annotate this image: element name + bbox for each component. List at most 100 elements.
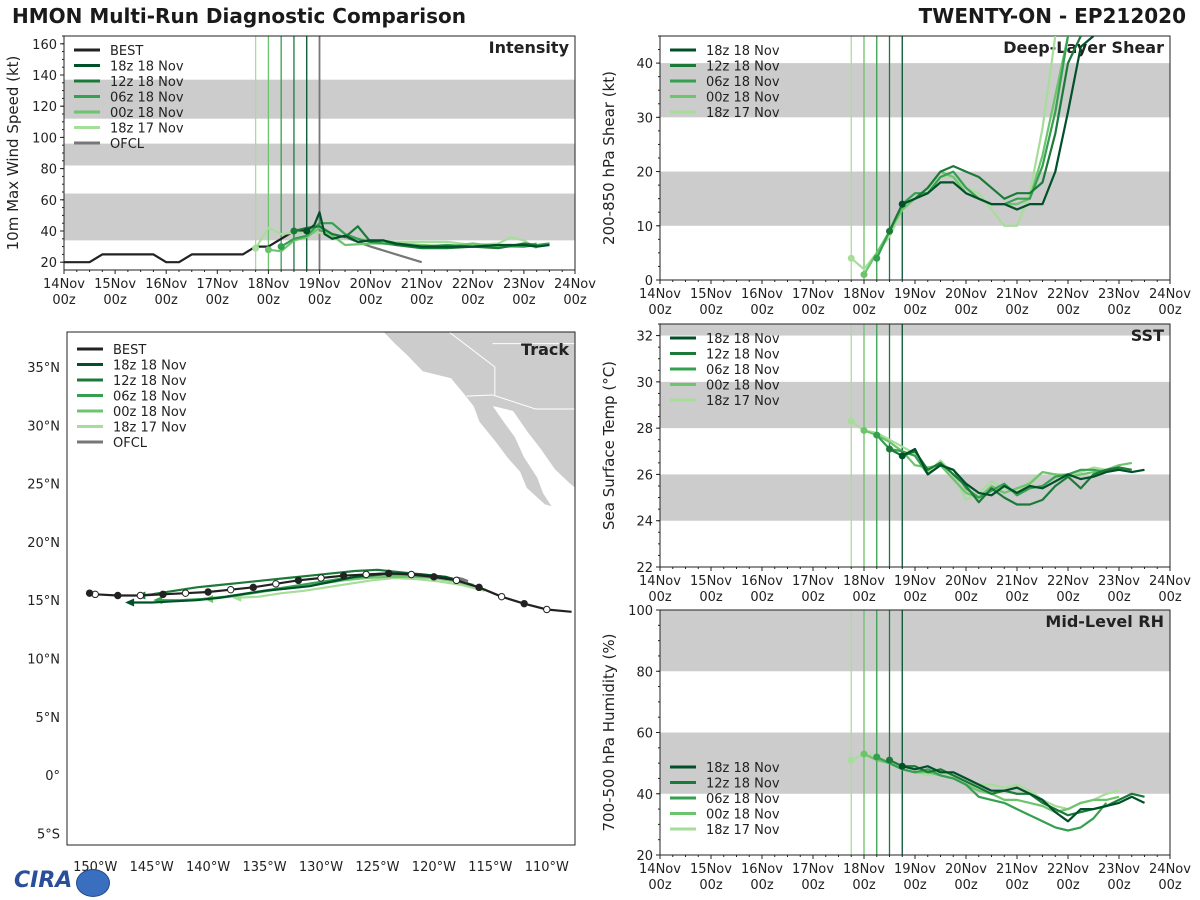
x-tick-label: 21Nov [401,277,443,292]
series-start-point [898,200,906,208]
x-tick-label: 21Nov [996,287,1038,302]
legend-label: 12z 18 Nov [113,374,187,389]
series-start-point [252,244,260,252]
legend-label: 18z 18 Nov [706,44,780,59]
x-tick-label: 20Nov [945,862,987,877]
x-tick-label: 00z [699,878,723,893]
x-tick-label: 14Nov [639,574,681,589]
x-tick-label: 00z [801,878,825,893]
x-tick-label: 19Nov [894,574,936,589]
series-start-point [264,246,272,254]
legend-label: 06z 18 Nov [113,390,187,405]
x-tick-label: 23Nov [503,277,545,292]
x-tick-label: 20Nov [350,277,392,292]
x-tick-label: 00z [1056,590,1080,605]
x-tick-label: 00z [1056,303,1080,318]
x-tick-label: 20Nov [945,574,987,589]
x-tick-label: 00z [852,878,876,893]
series-start-point [886,445,893,453]
cira-logo-text: CIRA [14,868,73,893]
y-tick-label: 32 [636,330,653,345]
best-track-point [385,569,393,578]
series-start-point [873,254,881,262]
lat-tick-label: 25°N [27,478,60,493]
lat-tick-label: 10°N [27,652,60,667]
best-track-point [226,585,235,594]
y-tick-label: 10 [636,220,653,235]
series-group [847,36,1095,279]
shade-band [660,610,1170,672]
y-tick-label: 28 [636,422,653,437]
legend-label: 18z 17 Nov [113,421,187,436]
x-tick-label: 00z [903,878,927,893]
x-tick-label: 22Nov [1047,287,1089,302]
legend-label: 00z 18 Nov [110,106,184,121]
x-tick-label: 24Nov [554,277,596,292]
x-tick-label: 14Nov [639,287,681,302]
shade-band [660,381,1170,429]
x-tick-label: 22Nov [452,277,494,292]
globe-icon [76,869,110,897]
series-start-point [873,431,881,439]
legend-label: 06z 18 Nov [706,792,780,807]
y-tick-label: 120 [32,100,57,115]
best-track-point [249,583,257,592]
track-line [236,576,485,599]
panel-title: Deep-Layer Shear [1003,38,1164,57]
y-tick-label: 80 [40,163,57,178]
x-tick-label: 00z [1158,590,1182,605]
x-tick-label: 00z [903,303,927,318]
x-tick-label: 00z [852,590,876,605]
shade-band [660,63,1170,118]
lat-tick-label: 30°N [27,419,60,434]
x-tick-label: 18Nov [247,277,289,292]
series-group [847,750,1145,832]
x-tick-label: 16Nov [741,287,783,302]
x-tick-label: 00z [699,303,723,318]
legend-label: 18z 18 Nov [113,359,187,374]
best-track-point [272,580,280,588]
figure-title: HMON Multi-Run Diagnostic Comparison [12,4,466,28]
legend-label: 12z 18 Nov [706,348,780,363]
panel-sst: 22242628303214Nov00z15Nov00z16Nov00z17No… [600,323,1191,605]
x-tick-label: 22Nov [1047,862,1089,877]
legend-label: BEST [113,343,146,358]
lat-tick-label: 15°N [27,594,60,609]
lon-tick-label: 130°W [299,860,343,875]
x-tick-label: 00z [206,293,230,308]
legend-label: 18z 17 Nov [706,823,780,838]
x-tick-label: 00z [410,293,434,308]
x-tick-label: 00z [903,590,927,605]
x-tick-label: 16Nov [741,862,783,877]
x-tick-label: 00z [1107,303,1131,318]
x-tick-label: 00z [801,303,825,318]
y-axis-label: 700-500 hPa Humidity (%) [600,633,618,831]
series-start-point [886,756,893,764]
series-line [875,434,1120,499]
y-tick-label: 60 [636,727,653,742]
lat-tick-label: 20°N [27,536,60,551]
series-start-point [873,753,881,761]
x-tick-label: 00z [648,878,672,893]
best-track-point [339,571,348,580]
map-layer [85,332,575,614]
series-line [901,36,1095,211]
shade-band [660,474,1170,521]
x-tick-label: 00z [359,293,383,308]
x-tick-label: 17Nov [792,287,834,302]
legend-label: 00z 18 Nov [706,91,780,106]
panel-title: Track [521,340,569,359]
lon-tick-label: 115°W [468,860,512,875]
storm-id-title: TWENTY-ON - EP212020 [918,4,1186,28]
series-start-point [847,254,855,262]
x-tick-label: 00z [954,590,978,605]
x-tick-label: 00z [750,303,774,318]
x-tick-label: 00z [1107,878,1131,893]
series-line [306,211,550,248]
series-line [901,447,1145,497]
x-tick-label: 00z [1005,590,1029,605]
y-tick-label: 140 [32,69,57,84]
x-tick-label: 00z [155,293,179,308]
y-tick-label: 60 [40,194,57,209]
